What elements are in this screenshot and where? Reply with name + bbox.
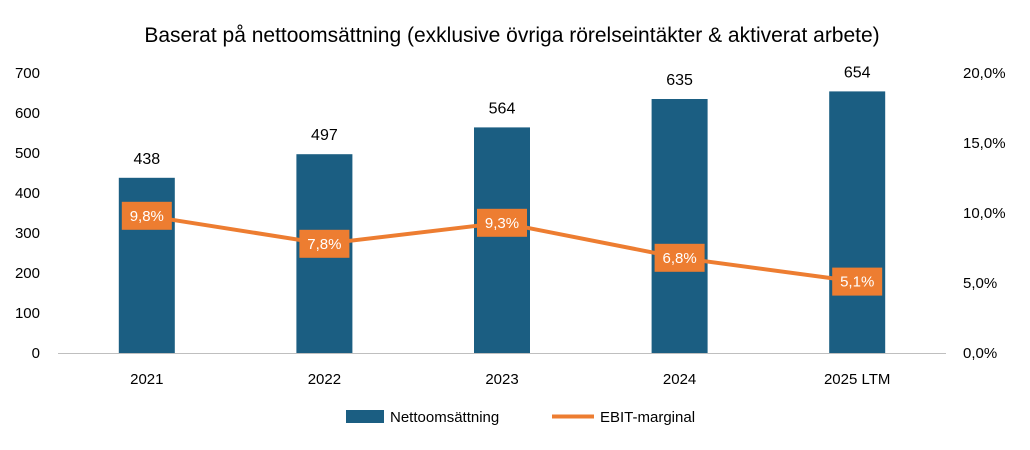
bar — [474, 127, 530, 354]
left-axis-tick-label: 400 — [15, 185, 40, 202]
x-axis-tick-label: 2025 LTM — [824, 371, 890, 388]
line-data-label: 9,3% — [485, 215, 519, 232]
line-data-label-box — [121, 201, 172, 230]
right-axis-tick-label: 10,0% — [963, 205, 1006, 222]
right-axis-tick-label: 20,0% — [963, 65, 1006, 82]
bar-data-labels: 438 497 564 635 654 — [133, 64, 870, 167]
right-axis-tick-label: 0,0% — [963, 345, 997, 362]
bar-data-label: 564 — [489, 100, 516, 117]
left-axis-tick-label: 0 — [32, 345, 40, 362]
line-data-label: 5,1% — [840, 274, 874, 291]
left-axis-tick-label: 500 — [15, 145, 40, 162]
right-axis-tick-label: 15,0% — [963, 135, 1006, 152]
left-axis-tick-label: 700 — [15, 65, 40, 82]
left-axis-tick-label: 200 — [15, 265, 40, 282]
x-axis-tick-label: 2022 — [308, 371, 341, 388]
line-data-label: 6,8% — [662, 250, 696, 267]
legend-swatch-nettoomsattning — [346, 410, 384, 423]
legend: Nettoomsättning EBIT-marginal — [346, 409, 695, 426]
right-y-axis: 0,0% 5,0% 10,0% 15,0% 20,0% — [963, 65, 1006, 362]
bar-data-label: 635 — [666, 72, 693, 89]
line-data-label-box — [477, 208, 527, 237]
x-axis-tick-label: 2024 — [663, 371, 696, 388]
line-data-label: 7,8% — [307, 236, 341, 253]
left-y-axis: 0 100 200 300 400 500 600 700 — [15, 65, 40, 362]
chart-title: Baserat på nettoomsättning (exklusive öv… — [144, 24, 879, 47]
left-axis-tick-label: 300 — [15, 225, 40, 242]
right-axis-tick-label: 5,0% — [963, 275, 997, 292]
x-axis-labels: 2021 2022 2023 2024 2025 LTM — [130, 371, 890, 388]
bar-data-label: 654 — [844, 64, 871, 81]
x-axis-tick-label: 2023 — [485, 371, 518, 388]
line-series: 9,8% 7,8% 9,3% 6,8% 5,1% — [121, 201, 883, 296]
line-data-label: 9,8% — [130, 208, 164, 225]
bar-data-label: 438 — [133, 151, 160, 168]
legend-label-ebit-marginal: EBIT-marginal — [600, 409, 695, 426]
legend-label-nettoomsattning: Nettoomsättning — [390, 409, 499, 426]
line-data-label-box — [299, 229, 350, 258]
bar — [829, 91, 886, 354]
left-axis-tick-label: 600 — [15, 105, 40, 122]
bar — [651, 99, 708, 353]
line-data-label-box — [832, 267, 883, 296]
left-axis-tick-label: 100 — [15, 305, 40, 322]
x-axis-tick-label: 2021 — [130, 371, 163, 388]
bar-data-label: 497 — [311, 127, 338, 144]
line-data-label-box — [654, 243, 705, 272]
